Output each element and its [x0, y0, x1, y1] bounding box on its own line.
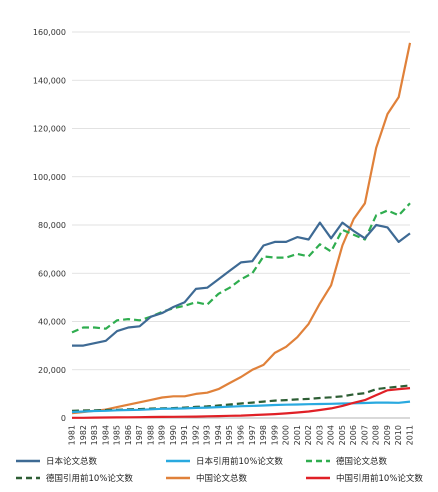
x-tick-label: 2004	[327, 425, 336, 445]
y-tick-label: 20,000	[38, 366, 66, 375]
grid	[72, 31, 410, 419]
x-tick-label: 1990	[169, 425, 178, 445]
series-line-5	[72, 387, 411, 419]
x-tick-label: 1984	[101, 425, 110, 445]
x-tick-label: 1998	[259, 425, 268, 445]
series-line-4	[71, 42, 412, 415]
x-tick-label: 1987	[135, 425, 144, 445]
y-axis-tick-labels: 0 20,000 40,000 60,000 80,000 100,000 120,000 1…	[33, 28, 66, 423]
y-tick-label: 80,000	[38, 221, 66, 230]
y-tick-label: 100,000	[33, 173, 66, 182]
y-tick-label: 120,000	[33, 125, 66, 134]
legend-label: 日本论文总数	[46, 456, 98, 467]
x-tick-label: 2001	[293, 425, 302, 445]
x-tick-label: 2002	[304, 425, 313, 445]
y-tick-label: 140,000	[33, 76, 66, 85]
legend-label: 日本引用前10%论文数	[196, 456, 283, 467]
series-lines	[71, 42, 412, 419]
x-tick-label: 1993	[203, 425, 212, 445]
x-tick-label: 1997	[248, 425, 257, 445]
x-tick-label: 1994	[214, 425, 223, 445]
y-tick-label: 40,000	[38, 318, 66, 327]
x-tick-label: 1986	[124, 425, 133, 445]
x-tick-label: 1981	[68, 425, 77, 445]
x-tick-label: 1983	[90, 425, 99, 445]
x-tick-label: 1985	[113, 425, 122, 445]
x-tick-label: 1996	[237, 425, 246, 445]
y-tick-label: 0	[61, 414, 66, 423]
x-tick-label: 2003	[315, 425, 324, 445]
x-tick-label: 1995	[225, 425, 234, 445]
x-tick-label: 1982	[79, 425, 88, 445]
x-tick-label: 1999	[270, 425, 279, 445]
x-tick-label: 2011	[406, 425, 415, 445]
x-tick-label: 2008	[372, 425, 381, 445]
x-tick-label: 1988	[146, 425, 155, 445]
x-tick-label: 2006	[349, 425, 358, 445]
y-tick-label: 160,000	[33, 28, 66, 37]
x-tick-label: 2000	[282, 425, 291, 445]
legend-label: 中国论文总数	[196, 473, 248, 484]
x-tick-label: 1991	[180, 425, 189, 445]
x-tick-label: 2010	[394, 425, 403, 445]
x-tick-label: 1992	[191, 425, 200, 445]
y-tick-label: 60,000	[38, 269, 66, 278]
x-tick-label: 2007	[360, 425, 369, 445]
series-line-2	[71, 202, 411, 334]
x-tick-label: 2005	[338, 425, 347, 445]
legend-label: 德国论文总数	[336, 456, 388, 467]
x-axis-tick-labels: 1981 1982 1983 1984 1985 1986 1987 1988 1989 1990…	[68, 425, 415, 445]
series-line-0	[72, 221, 411, 347]
x-tick-label: 1989	[158, 425, 167, 445]
x-tick-label: 2009	[383, 425, 392, 445]
legend-label: 中国引用前10%论文数	[336, 473, 423, 484]
legend-label: 德国引用前10%论文数	[46, 473, 133, 484]
